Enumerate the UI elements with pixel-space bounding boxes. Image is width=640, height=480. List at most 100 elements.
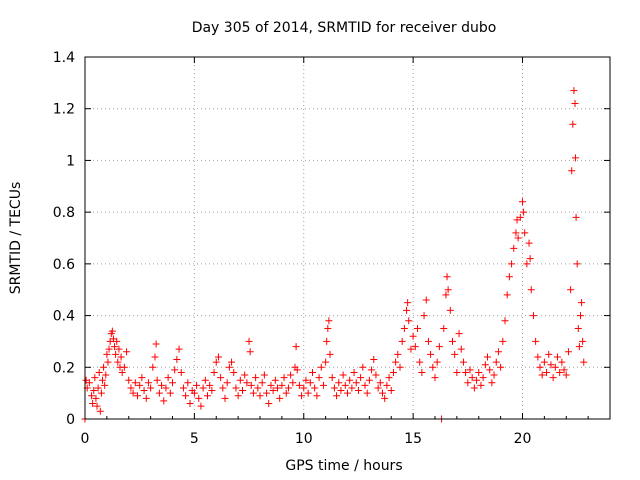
data-point <box>182 392 190 400</box>
data-point <box>236 376 244 384</box>
data-point <box>214 353 222 361</box>
data-point <box>311 384 319 392</box>
data-point <box>411 343 419 351</box>
data-point <box>501 317 509 325</box>
data-point <box>298 392 306 400</box>
data-points <box>81 87 588 423</box>
data-point <box>93 402 101 410</box>
data-point <box>175 345 183 353</box>
data-point <box>422 296 430 304</box>
data-point <box>574 325 582 332</box>
data-point <box>151 353 159 361</box>
data-point <box>120 363 128 371</box>
data-point <box>103 350 111 358</box>
data-point <box>405 317 413 325</box>
data-point <box>508 260 516 268</box>
data-point <box>249 389 257 397</box>
data-point <box>521 229 529 237</box>
data-point <box>258 379 266 387</box>
data-point <box>89 399 97 407</box>
data-point <box>219 384 227 392</box>
data-point <box>96 407 104 415</box>
data-point <box>123 348 131 356</box>
data-point <box>114 358 122 366</box>
data-point <box>558 358 566 366</box>
y-tick-label: 0.8 <box>53 205 75 221</box>
data-point <box>534 353 542 361</box>
data-point <box>246 348 254 356</box>
data-point <box>317 363 325 371</box>
data-point <box>527 286 535 294</box>
data-point <box>152 340 160 348</box>
axis-ticks: 0 0.2 0.4 0.6 0.8 1 1.2 1.4 0 5 10 15 20 <box>53 50 610 447</box>
data-point <box>333 392 341 400</box>
data-point <box>85 379 93 387</box>
data-point <box>462 368 470 376</box>
data-point <box>204 392 211 400</box>
data-point <box>221 394 229 402</box>
data-point <box>101 381 109 389</box>
data-point <box>443 273 451 281</box>
data-point <box>396 363 404 371</box>
data-point <box>529 312 537 320</box>
data-point <box>404 299 412 307</box>
data-point <box>526 255 534 263</box>
data-point <box>440 325 448 332</box>
data-point <box>363 389 371 397</box>
data-point <box>427 350 435 358</box>
data-point <box>560 366 568 374</box>
data-point <box>455 330 463 338</box>
data-point <box>389 368 397 376</box>
data-point <box>97 389 105 397</box>
data-point <box>470 384 478 392</box>
data-point <box>330 384 338 392</box>
data-point <box>223 379 231 387</box>
data-point <box>392 358 400 366</box>
data-point <box>142 394 150 402</box>
data-point <box>190 389 198 397</box>
data-point <box>140 387 148 395</box>
data-point <box>153 376 161 384</box>
data-point <box>292 343 300 351</box>
data-point <box>108 327 116 335</box>
data-point <box>131 379 139 387</box>
data-point <box>505 273 513 281</box>
x-tick-label: 10 <box>295 431 313 447</box>
data-point <box>166 389 174 397</box>
data-point <box>446 306 454 314</box>
data-point <box>499 337 507 345</box>
y-axis-label: SRMTID / TECUs <box>8 182 24 295</box>
data-point <box>492 358 500 366</box>
data-point <box>306 379 314 387</box>
data-point <box>324 325 332 332</box>
data-point <box>265 399 273 407</box>
data-point <box>418 368 426 376</box>
data-point <box>252 374 260 382</box>
data-point <box>309 368 316 376</box>
data-point <box>300 384 308 392</box>
data-point <box>195 394 203 402</box>
data-point <box>147 384 155 392</box>
data-point <box>468 374 476 382</box>
data-point <box>383 381 391 389</box>
data-point <box>295 381 303 389</box>
data-point <box>325 317 333 325</box>
data-point <box>113 337 121 345</box>
data-point <box>162 384 170 392</box>
data-point <box>352 379 360 387</box>
data-point <box>442 291 450 299</box>
data-point <box>164 374 172 382</box>
x-tick-label: 20 <box>514 431 532 447</box>
data-point <box>99 376 106 384</box>
data-point <box>571 100 579 108</box>
data-point <box>230 368 238 376</box>
data-point <box>173 356 181 364</box>
data-point <box>538 371 546 379</box>
data-point <box>260 371 268 379</box>
data-point <box>346 376 354 384</box>
data-point <box>341 381 349 389</box>
data-point <box>381 394 389 402</box>
data-point <box>547 361 555 369</box>
data-point <box>523 260 531 268</box>
plot-frame <box>84 56 611 420</box>
